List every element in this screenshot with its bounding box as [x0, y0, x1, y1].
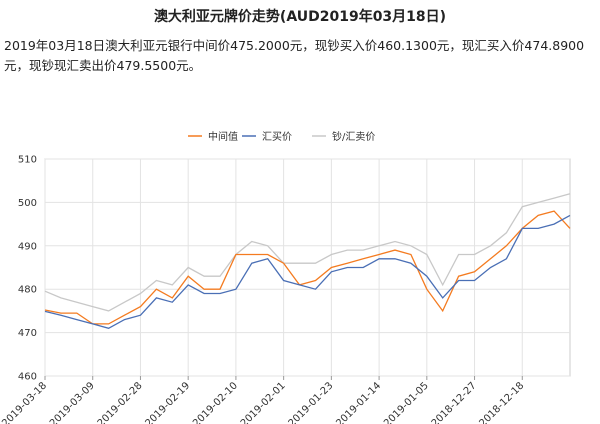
x-tick-label: 2019-02-19 [143, 380, 192, 424]
y-tick-label: 490 [18, 241, 37, 252]
legend-label: 中间值 [208, 130, 238, 143]
x-tick-label: 2019-02-28 [96, 380, 145, 424]
series-line [44, 214, 571, 329]
x-tick-label: 2019-03-18 [0, 380, 49, 424]
y-tick-label: 460 [18, 372, 37, 383]
x-tick-label: 2019-03-09 [48, 380, 97, 424]
x-tick-label: 2019-01-14 [334, 380, 383, 424]
x-tick-label: 2019-02-10 [191, 380, 240, 424]
series-line [44, 210, 571, 325]
chart-title: 澳大利亚元牌价走势(AUD2019年03月18日) [153, 9, 447, 25]
y-tick-label: 500 [18, 198, 37, 209]
y-tick-label: 470 [18, 328, 37, 339]
legend-label: 钞/汇卖价 [332, 130, 375, 143]
x-tick-label: 2019-01-05 [382, 380, 431, 424]
x-tick-label: 2018-12-18 [478, 380, 527, 424]
x-tick-label: 2019-01-23 [287, 380, 336, 424]
y-tick-label: 480 [18, 285, 37, 296]
description: 2019年03月18日澳大利亚元银行中间价475.2000元，现钞买入价460.… [4, 38, 585, 73]
legend-label: 汇买价 [262, 130, 292, 143]
x-tick-label: 2018-12-27 [430, 380, 479, 424]
series-line [44, 193, 571, 312]
x-tick-label: 2019-02-01 [239, 380, 288, 424]
y-tick-label: 510 [18, 155, 37, 166]
